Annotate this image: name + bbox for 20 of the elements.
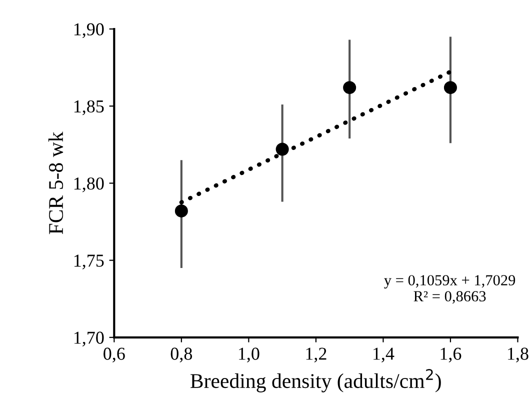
y-tick-label: 1,90 <box>74 23 104 38</box>
x-tick-label: 1,6 <box>440 348 462 362</box>
annotation: y = 0,1059x + 1,7029 <box>384 275 516 289</box>
point <box>343 81 356 94</box>
point <box>444 81 457 94</box>
x-axis-title: Breeding density (adults/cm$^{2}$) <box>190 369 441 392</box>
x-tick-label: 0,6 <box>104 348 125 362</box>
y-tick-label: 1,85 <box>74 100 104 116</box>
x-tick-label: 1,2 <box>306 348 326 362</box>
y-tick-label: 1,75 <box>74 254 104 270</box>
x-tick-label: 1,4 <box>374 348 394 362</box>
y-tick-label: 1,70 <box>74 332 104 346</box>
point <box>276 142 289 156</box>
y-tick-label: 1,80 <box>74 177 104 192</box>
point <box>174 204 188 218</box>
annotation: R² = 0,8663 <box>414 291 486 304</box>
y-axis-title: FCR 5-8 wk <box>48 132 64 234</box>
x-tick-label: 1,8 <box>508 348 528 362</box>
x-tick-label: 0,8 <box>170 348 192 362</box>
x-tick-label: 1,0 <box>238 348 260 362</box>
